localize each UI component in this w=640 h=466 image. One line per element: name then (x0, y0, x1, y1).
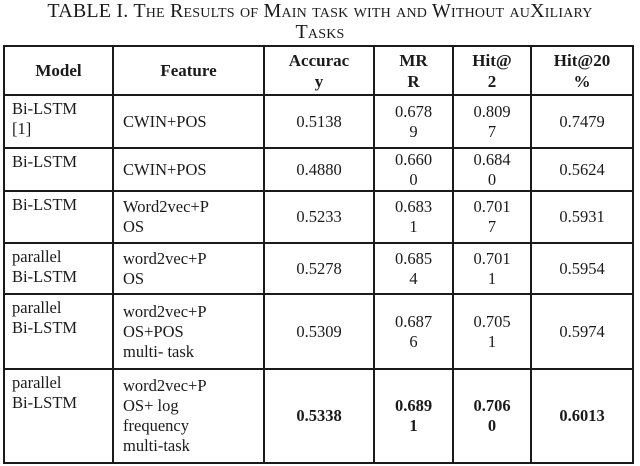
table-caption: TABLE I. The Results of Main task with a… (47, 0, 593, 43)
cell-hit20: 0.5954 (530, 242, 634, 295)
table-row: parallel Bi-LSTM word2vec+P OS+POS multi… (3, 293, 634, 370)
cell-feature: CWIN+POS (112, 94, 265, 149)
cell-mrr: 0.660 0 (373, 147, 454, 192)
cell-mrr: 0.689 1 (373, 368, 454, 464)
col-header-feature: Feature (112, 45, 265, 96)
cell-hit20: 0.5974 (530, 293, 634, 370)
table-row: Bi-LSTM CWIN+POS 0.4880 0.660 0 0.684 0 … (3, 147, 634, 192)
cell-mrr: 0.683 1 (373, 190, 454, 244)
cell-feature: word2vec+P OS+ log frequency multi-task (112, 368, 265, 464)
header-row: Model Feature Accurac y MR R Hit@ 2 Hit@… (3, 45, 634, 96)
cell-hit2: 0.684 0 (452, 147, 532, 192)
cell-hit2: 0.809 7 (452, 94, 532, 149)
cell-hit2: 0.705 1 (452, 293, 532, 370)
cell-hit20: 0.7479 (530, 94, 634, 149)
col-header-model: Model (3, 45, 114, 96)
cell-feature: CWIN+POS (112, 147, 265, 192)
col-header-accuracy: Accurac y (263, 45, 375, 96)
cell-hit20: 0.5624 (530, 147, 634, 192)
col-header-hit2: Hit@ 2 (452, 45, 532, 96)
cell-model: Bi-LSTM (3, 147, 114, 192)
cell-hit2: 0.701 1 (452, 242, 532, 295)
cell-feature: Word2vec+P OS (112, 190, 265, 244)
cell-accuracy: 0.5233 (263, 190, 375, 244)
cell-hit2: 0.706 0 (452, 368, 532, 464)
cell-hit20: 0.6013 (530, 368, 634, 464)
cell-model: Bi-LSTM (3, 190, 114, 244)
cell-model: parallel Bi-LSTM (3, 242, 114, 295)
col-header-hit20: Hit@20 % (530, 45, 634, 96)
cell-hit20: 0.5931 (530, 190, 634, 244)
col-header-mrr: MR R (373, 45, 454, 96)
table-row: Bi-LSTM Word2vec+P OS 0.5233 0.683 1 0.7… (3, 190, 634, 244)
cell-model: Bi-LSTM [1] (3, 94, 114, 149)
cell-mrr: 0.678 9 (373, 94, 454, 149)
cell-hit2: 0.701 7 (452, 190, 532, 244)
cell-accuracy: 0.5278 (263, 242, 375, 295)
cell-accuracy: 0.5338 (263, 368, 375, 464)
table-row-best-results: parallel Bi-LSTM word2vec+P OS+ log freq… (3, 368, 634, 464)
cell-mrr: 0.687 6 (373, 293, 454, 370)
cell-accuracy: 0.4880 (263, 147, 375, 192)
cell-model: parallel Bi-LSTM (3, 293, 114, 370)
cell-model: parallel Bi-LSTM (3, 368, 114, 464)
cell-accuracy: 0.5138 (263, 94, 375, 149)
cell-feature: word2vec+P OS (112, 242, 265, 295)
cell-accuracy: 0.5309 (263, 293, 375, 370)
cell-mrr: 0.685 4 (373, 242, 454, 295)
table-row: parallel Bi-LSTM word2vec+P OS 0.5278 0.… (3, 242, 634, 295)
table-row: Bi-LSTM [1] CWIN+POS 0.5138 0.678 9 0.80… (3, 94, 634, 149)
cell-feature: word2vec+P OS+POS multi- task (112, 293, 265, 370)
results-table: Model Feature Accurac y MR R Hit@ 2 Hit@… (3, 45, 634, 464)
